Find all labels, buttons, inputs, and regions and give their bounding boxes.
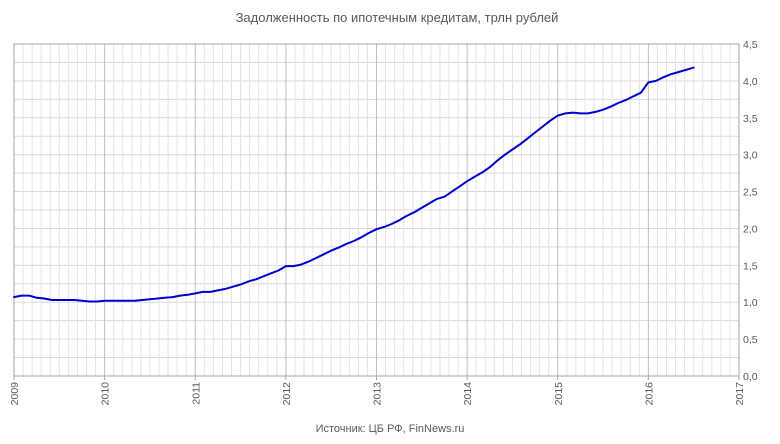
- chart-title: Задолженность по ипотечным кредитам, трл…: [236, 10, 559, 25]
- y-tick-label: 1,0: [743, 297, 758, 309]
- y-tick-label: 2,5: [743, 187, 758, 199]
- x-tick-label: 2017: [734, 382, 746, 406]
- x-tick-label: 2014: [462, 382, 474, 406]
- y-tick-label: 4,0: [743, 76, 758, 88]
- chart-source: Источник: ЦБ РФ, FinNews.ru: [316, 423, 465, 435]
- x-tick-label: 2012: [281, 382, 293, 406]
- gridlines: [14, 44, 739, 376]
- x-tick-label: 2013: [372, 382, 384, 406]
- x-tick-label: 2015: [553, 382, 565, 406]
- y-tick-label: 3,5: [743, 113, 758, 125]
- series-group: [13, 66, 695, 303]
- x-tick-label: 2010: [100, 382, 112, 406]
- y-tick-label: 1,5: [743, 260, 758, 272]
- x-tick-label: 2009: [9, 382, 21, 406]
- y-tick-label: 3,0: [743, 150, 758, 162]
- x-axis: 2009 2010 2011 2012 2013 2014 2015 2016 2017: [9, 376, 746, 405]
- y-tick-label: 2,0: [743, 223, 758, 235]
- y-tick-label: 0,5: [743, 334, 758, 346]
- y-axis: 0,0 0,5 1,0 1,5 2,0 2,5 3,0 3,5 4,0 4,5: [743, 39, 758, 383]
- x-tick-label: 2016: [643, 382, 655, 406]
- x-tick-label: 2011: [190, 382, 202, 405]
- y-tick-label: 4,5: [743, 39, 758, 51]
- series-line: [13, 66, 695, 303]
- y-tick-label: 0,0: [743, 371, 758, 383]
